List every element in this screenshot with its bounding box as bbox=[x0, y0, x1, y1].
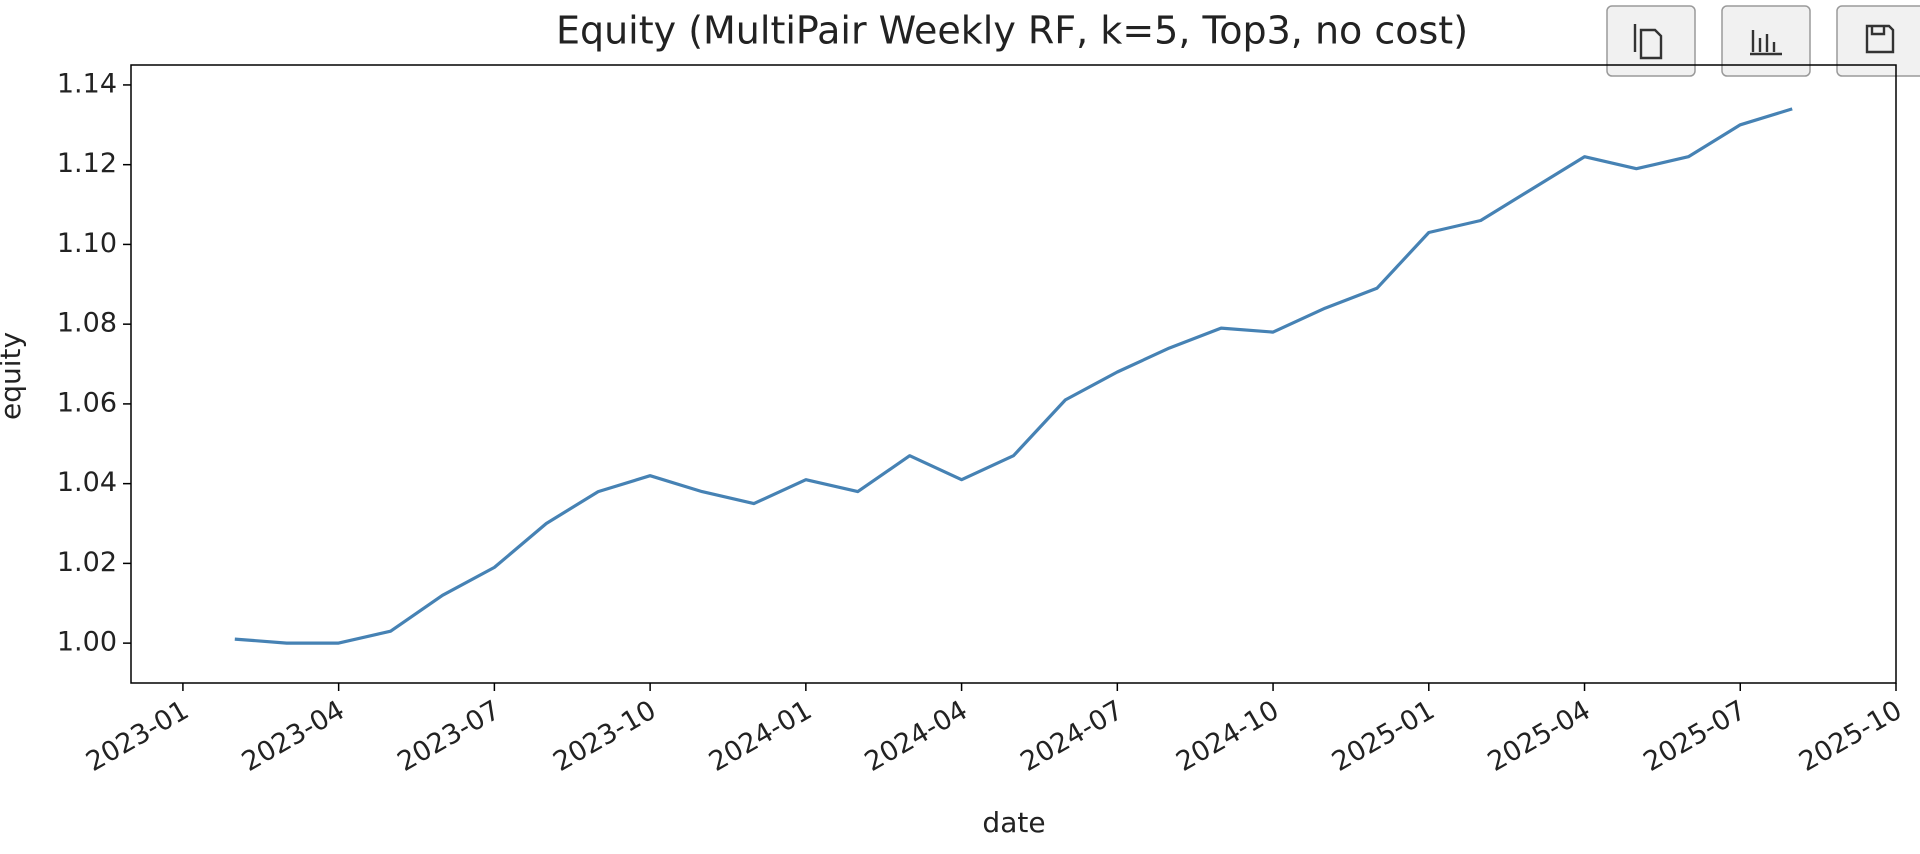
y-axis-label: equity bbox=[0, 332, 27, 420]
x-tick-label: 2025-04 bbox=[1483, 695, 1596, 778]
y-tick-label: 1.00 bbox=[57, 627, 117, 658]
y-tick-label: 1.04 bbox=[57, 467, 117, 498]
equity-line bbox=[234, 107, 1793, 645]
x-tick-label: 2023-04 bbox=[237, 695, 350, 778]
x-tick-label: 2024-04 bbox=[860, 695, 973, 778]
y-tick-label: 1.10 bbox=[57, 228, 117, 259]
x-tick-label: 2025-07 bbox=[1638, 695, 1751, 778]
x-tick-label: 2025-10 bbox=[1794, 695, 1907, 778]
x-tick-label: 2024-10 bbox=[1171, 695, 1284, 778]
chart-button[interactable] bbox=[1721, 5, 1811, 77]
x-tick-label: 2023-01 bbox=[81, 695, 194, 778]
x-tick-label: 2024-07 bbox=[1015, 695, 1128, 778]
copy-button[interactable] bbox=[1606, 5, 1696, 77]
x-tick-label: 2023-07 bbox=[392, 695, 505, 778]
copy-icon bbox=[1633, 24, 1663, 60]
copy-button-bg[interactable] bbox=[1606, 5, 1696, 77]
y-tick-label: 1.02 bbox=[57, 547, 117, 578]
x-tick-label: 2024-01 bbox=[704, 695, 817, 778]
save-button[interactable] bbox=[1836, 5, 1920, 77]
x-tick-label: 2023-10 bbox=[548, 695, 661, 778]
y-tick-label: 1.12 bbox=[57, 148, 117, 179]
x-axis-label: date bbox=[982, 806, 1045, 839]
chart-icon bbox=[1750, 30, 1782, 56]
y-tick-label: 1.06 bbox=[57, 387, 117, 418]
y-tick-label: 1.14 bbox=[57, 68, 117, 99]
save-icon bbox=[1865, 24, 1895, 54]
chart-title: Equity (MultiPair Weekly RF, k=5, Top3, … bbox=[556, 9, 1468, 53]
y-tick-label: 1.08 bbox=[57, 308, 117, 339]
x-tick-label: 2025-01 bbox=[1327, 695, 1440, 778]
plot-frame bbox=[130, 64, 1897, 684]
toolbar bbox=[1606, 5, 1920, 77]
save-button-bg[interactable] bbox=[1836, 5, 1920, 77]
